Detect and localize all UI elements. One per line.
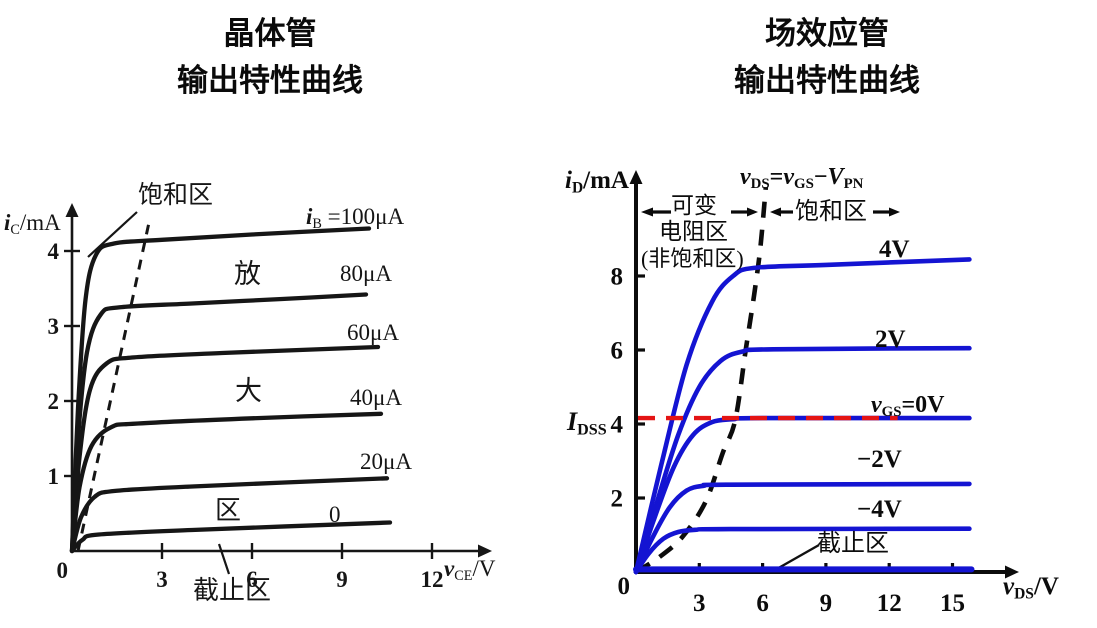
svg-text:6: 6	[246, 567, 258, 592]
fet-panel: 场效应管 输出特性曲线	[557, 0, 1097, 628]
saturation-range-arrow-right-icon	[873, 207, 900, 217]
cutoff-region-label: 截止区	[817, 531, 889, 557]
svg-text:3: 3	[48, 314, 60, 339]
curve-label-ib-40uA: 40μA	[350, 385, 402, 410]
svg-text:1: 1	[48, 464, 60, 489]
bjt-title-line2: 输出特性曲线	[177, 63, 363, 98]
svg-text:0: 0	[618, 573, 631, 600]
bjt-panel: 晶体管 输出特性曲线 3 6 9 12 1 2 3 4 0 iC/mA 饱和区 iB =100μ…	[0, 0, 540, 628]
fet-y-axis-label: iD/mA	[565, 167, 629, 197]
saturation-region-label: 饱和区	[138, 182, 214, 209]
bjt-chart: 3 6 9 12 1 2 3 4 0 iC/mA 饱和区 iB =100μA 放 80μA 60…	[0, 165, 540, 628]
saturation-region-leader-line	[87, 211, 138, 258]
ohmic-region-label-line2: 电阻区	[659, 219, 728, 244]
cutoff-region-leader-line	[217, 543, 231, 575]
curve-label-ib-60uA: 60μA	[347, 320, 399, 345]
fet-title-line2: 输出特性曲线	[734, 63, 920, 98]
fet-x-axis-label: vDS/V	[1003, 573, 1059, 603]
curve-label-ib-80uA: 80μA	[340, 261, 392, 286]
fet-chart: 3 6 9 12 15 2 4 6 8 0 iD/mA vDS=vGS−VPN 可变 电阻区 (非…	[557, 160, 1097, 628]
bjt-x-axis-label: vCE/V	[444, 556, 496, 584]
active-region-char-1: 放	[234, 259, 261, 289]
svg-text:0: 0	[57, 558, 69, 583]
curve-label-vgs-0v: vGS=0V	[871, 392, 945, 421]
cutoff-region-leader-line	[774, 543, 820, 572]
svg-text:6: 6	[611, 338, 624, 365]
active-region-char-2: 大	[235, 376, 262, 406]
fet-chart-canvas: 3 6 9 12 15 2 4 6 8 0	[611, 170, 1019, 617]
svg-text:4: 4	[48, 239, 60, 264]
saturation-region-label: 饱和区	[795, 199, 867, 225]
svg-text:2: 2	[48, 389, 60, 414]
svg-text:8: 8	[611, 264, 624, 291]
ohmic-region-label-line1: 可变	[671, 193, 717, 218]
svg-text:6: 6	[756, 590, 769, 617]
curve-label-vgs-minus2v: −2V	[857, 446, 902, 473]
bjt-title-line1: 晶体管	[223, 16, 317, 51]
svg-text:12: 12	[877, 590, 902, 617]
svg-text:4: 4	[611, 412, 624, 439]
saturation-range-arrow-left-icon	[770, 207, 793, 217]
curve-label-ib-100uA: iB =100μA	[306, 204, 405, 232]
ohmic-region-label-line3: (非饱和区)	[641, 246, 744, 271]
svg-text:3: 3	[156, 567, 168, 592]
svg-text:12: 12	[421, 567, 444, 592]
curve-label-vgs-2v: 2V	[875, 326, 906, 353]
curve-label-vgs-minus4v: −4V	[857, 496, 902, 523]
svg-text:15: 15	[940, 590, 965, 617]
active-region-char-3: 区	[215, 496, 242, 525]
curve-label-ib-0: 0	[329, 502, 341, 527]
svg-text:9: 9	[336, 567, 348, 592]
svg-text:2: 2	[611, 486, 624, 513]
cutoff-region-label: 截止区	[193, 576, 272, 605]
svg-text:3: 3	[693, 590, 706, 617]
idss-label: IDSS	[567, 407, 607, 439]
boundary-equation-label: vDS=vGS−VPN	[740, 164, 864, 193]
curve-label-ib-20uA: 20μA	[360, 449, 412, 474]
svg-text:9: 9	[820, 590, 833, 617]
curve-label-vgs-4v: 4V	[879, 236, 910, 263]
bjt-y-axis-label: iC/mA	[4, 210, 61, 238]
ohmic-range-arrow-right-icon	[731, 207, 758, 217]
ohmic-range-arrow-left-icon	[641, 207, 671, 217]
fet-title-line1: 场效应管	[765, 16, 889, 51]
